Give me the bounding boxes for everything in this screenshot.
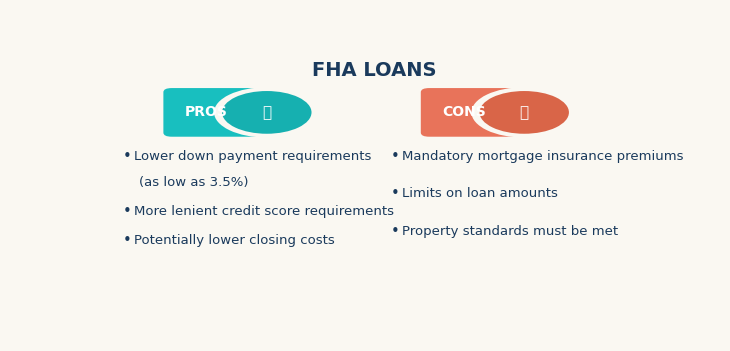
Circle shape	[214, 87, 320, 138]
Text: •: •	[391, 186, 400, 201]
Text: 👎: 👎	[520, 105, 529, 120]
Text: •: •	[123, 204, 131, 219]
Text: •: •	[123, 233, 131, 248]
Text: Lower down payment requirements: Lower down payment requirements	[134, 151, 371, 164]
Text: FHA LOANS: FHA LOANS	[312, 61, 437, 80]
Circle shape	[480, 91, 569, 134]
Text: Property standards must be met: Property standards must be met	[402, 225, 618, 238]
Text: 👍: 👍	[262, 105, 272, 120]
Text: •: •	[391, 224, 400, 239]
FancyBboxPatch shape	[420, 88, 520, 137]
FancyBboxPatch shape	[164, 88, 262, 137]
Text: •: •	[391, 150, 400, 165]
Circle shape	[222, 91, 312, 134]
Text: CONS: CONS	[442, 105, 485, 119]
Text: •: •	[123, 150, 131, 165]
Circle shape	[472, 87, 577, 138]
Text: More lenient credit score requirements: More lenient credit score requirements	[134, 205, 393, 218]
Text: Limits on loan amounts: Limits on loan amounts	[402, 187, 558, 200]
Text: PROS: PROS	[185, 105, 228, 119]
Text: (as low as 3.5%): (as low as 3.5%)	[139, 176, 249, 189]
Text: Potentially lower closing costs: Potentially lower closing costs	[134, 234, 334, 247]
Text: Mandatory mortgage insurance premiums: Mandatory mortgage insurance premiums	[402, 151, 684, 164]
